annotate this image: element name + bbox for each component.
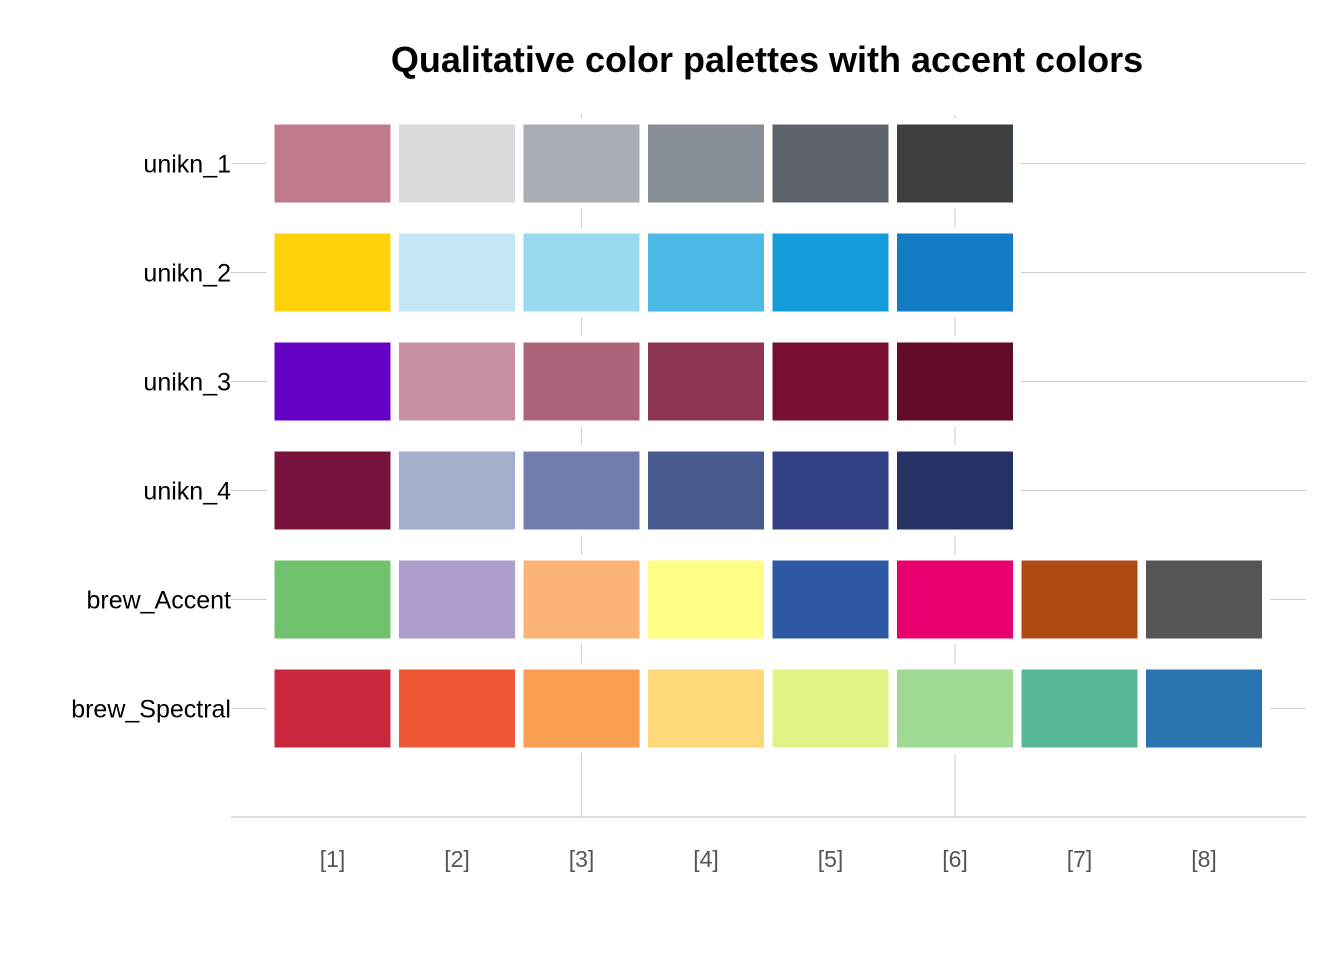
palette-row-background (266, 118, 1021, 209)
swatch-unikn_2-6 (897, 233, 1013, 312)
swatch-unikn_2-3 (523, 233, 640, 312)
palette-row-background (266, 227, 1021, 318)
swatch-unikn_1-1 (274, 124, 391, 203)
swatch-unikn_1-2 (399, 124, 515, 203)
row-label: unikn_3 (143, 369, 231, 397)
swatch-unikn_3-4 (648, 342, 764, 421)
swatch-brew_Accent-3 (523, 560, 640, 639)
row-label: brew_Spectral (71, 696, 231, 724)
swatch-brew_Accent-5 (772, 560, 889, 639)
row-label: unikn_2 (143, 260, 231, 288)
swatch-brew_Accent-8 (1146, 560, 1262, 639)
swatch-unikn_1-5 (772, 124, 889, 203)
swatch-unikn_1-6 (897, 124, 1013, 203)
swatch-brew_Accent-4 (648, 560, 764, 639)
swatch-brew_Accent-6 (897, 560, 1013, 639)
swatch-unikn_4-1 (274, 451, 391, 530)
swatch-brew_Spectral-2 (399, 669, 515, 748)
x-tick-label: [8] (1191, 846, 1217, 872)
swatch-brew_Spectral-8 (1146, 669, 1262, 748)
swatch-unikn_3-1 (274, 342, 391, 421)
swatch-unikn_2-2 (399, 233, 515, 312)
x-tick-label: [3] (569, 846, 595, 872)
palette-row-background (266, 445, 1021, 536)
palette-row-background (266, 336, 1021, 427)
swatch-unikn_2-1 (274, 233, 391, 312)
swatch-brew_Spectral-6 (897, 669, 1013, 748)
swatch-brew_Spectral-5 (772, 669, 889, 748)
x-tick-label: [6] (942, 846, 968, 872)
swatch-brew_Spectral-1 (274, 669, 391, 748)
swatch-unikn_3-6 (897, 342, 1013, 421)
x-tick-label: [5] (818, 846, 844, 872)
swatch-brew_Accent-1 (274, 560, 391, 639)
swatch-unikn_4-6 (897, 451, 1013, 530)
swatch-unikn_3-5 (772, 342, 889, 421)
swatch-brew_Accent-2 (399, 560, 515, 639)
swatch-brew_Accent-7 (1021, 560, 1138, 639)
swatch-unikn_4-5 (772, 451, 889, 530)
swatch-brew_Spectral-3 (523, 669, 640, 748)
x-tick-label: [7] (1067, 846, 1093, 872)
row-label: unikn_1 (143, 151, 231, 179)
x-tick-label: [2] (444, 846, 470, 872)
row-label: brew_Accent (86, 587, 231, 615)
swatch-unikn_2-4 (648, 233, 764, 312)
x-tick-label: [1] (320, 846, 346, 872)
swatch-unikn_1-4 (648, 124, 764, 203)
label-layer: unikn_1 unikn_2 unikn_3 unikn_4 brew_Accentb… (71, 151, 1217, 873)
swatch-unikn_3-2 (399, 342, 515, 421)
swatch-unikn_4-2 (399, 451, 515, 530)
swatch-brew_Spectral-4 (648, 669, 764, 748)
swatch-unikn_4-3 (523, 451, 640, 530)
row-label: unikn_4 (143, 478, 231, 506)
swatch-unikn_4-4 (648, 451, 764, 530)
swatch-brew_Spectral-7 (1021, 669, 1138, 748)
chart-title: Qualitative color palettes with accent c… (391, 39, 1143, 80)
x-tick-label: [4] (693, 846, 719, 872)
swatch-unikn_3-3 (523, 342, 640, 421)
swatch-layer (266, 118, 1270, 754)
swatch-unikn_2-5 (772, 233, 889, 312)
swatch-unikn_1-3 (523, 124, 640, 203)
